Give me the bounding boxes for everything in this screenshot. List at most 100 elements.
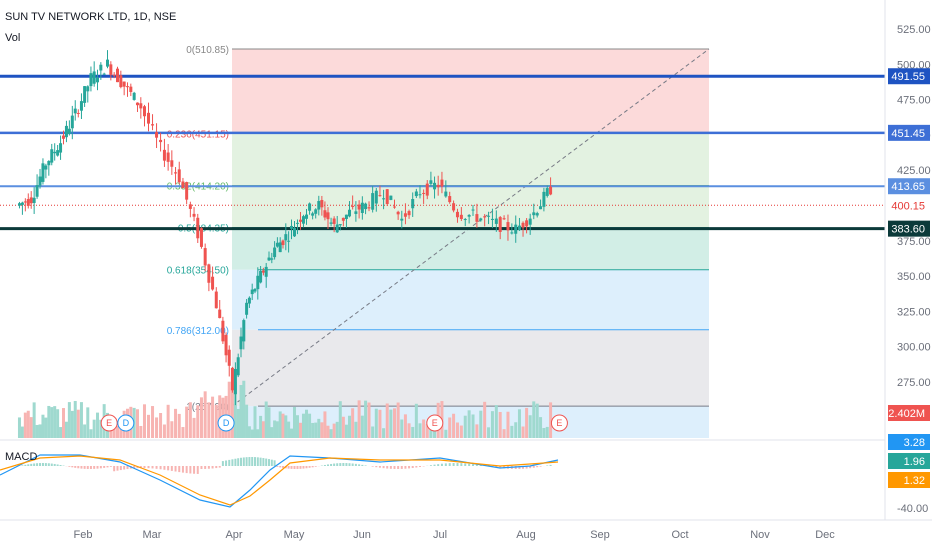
candle-body bbox=[211, 276, 215, 290]
macd-histogram-bar bbox=[293, 466, 296, 469]
macd-histogram-bar bbox=[211, 466, 214, 469]
volume-bar bbox=[308, 413, 312, 438]
volume-bar bbox=[371, 426, 375, 438]
macd-histogram-bar bbox=[522, 466, 525, 469]
macd-histogram-bar bbox=[336, 463, 339, 466]
fib-label: 0.618(354.50) bbox=[167, 266, 229, 277]
candle-body bbox=[17, 203, 21, 206]
candle-body bbox=[135, 102, 139, 106]
volume-bar bbox=[281, 413, 285, 438]
candle-body bbox=[239, 336, 243, 350]
volume-bar bbox=[56, 409, 60, 438]
candle-body bbox=[535, 213, 539, 216]
volume-bar bbox=[147, 414, 151, 438]
volume-bar bbox=[264, 401, 268, 438]
price-level-badge bbox=[888, 220, 930, 237]
macd-histogram-bar bbox=[24, 464, 27, 466]
candle-body bbox=[360, 202, 364, 213]
fib-label: 0(510.85) bbox=[186, 45, 229, 56]
macd-histogram-bar bbox=[354, 463, 357, 466]
price-level-badge bbox=[888, 68, 930, 85]
volume-bar bbox=[270, 427, 274, 438]
price-axis-tick: 325.00 bbox=[897, 306, 931, 318]
volume-bar bbox=[96, 412, 100, 438]
candle-body bbox=[132, 92, 136, 100]
candle-body bbox=[230, 367, 234, 391]
candle-body bbox=[106, 59, 110, 67]
volume-bar bbox=[267, 407, 271, 438]
volume-bar bbox=[539, 417, 543, 438]
volume-bar bbox=[323, 411, 327, 438]
macd-value-badge-text: 1.96 bbox=[904, 456, 925, 468]
candle-body bbox=[459, 214, 463, 219]
volume-bar bbox=[177, 413, 181, 438]
candle-body bbox=[374, 190, 378, 204]
time-axis-tick: Mar bbox=[143, 529, 162, 541]
macd-histogram-bar bbox=[411, 466, 414, 469]
macd-histogram-bar bbox=[518, 466, 521, 469]
candle-body bbox=[502, 218, 506, 220]
candle-body bbox=[341, 217, 345, 221]
volume-bar bbox=[407, 423, 411, 438]
candle-body bbox=[528, 218, 532, 225]
candle-body bbox=[102, 73, 106, 75]
fib-zone bbox=[232, 269, 709, 330]
macd-histogram-bar bbox=[36, 463, 39, 466]
volume-bar bbox=[166, 404, 170, 438]
macd-value-badge-text: 3.28 bbox=[904, 437, 925, 449]
candle-body bbox=[436, 184, 440, 188]
price-level-badge-text: 400.15 bbox=[891, 200, 925, 212]
candle-body bbox=[506, 222, 510, 231]
volume-bar bbox=[483, 401, 487, 438]
candle-body bbox=[139, 103, 143, 109]
candle-body bbox=[545, 188, 549, 196]
candle-body bbox=[155, 132, 159, 138]
candle-body bbox=[151, 124, 155, 126]
candle-body bbox=[494, 218, 498, 224]
volume-bar bbox=[35, 424, 39, 438]
macd-histogram-bar bbox=[218, 466, 221, 468]
macd-histogram-bar bbox=[221, 461, 224, 466]
volume-bar bbox=[155, 417, 159, 438]
volume-bar bbox=[70, 410, 74, 438]
volume-bar bbox=[67, 402, 71, 438]
volume-bar bbox=[298, 422, 302, 438]
macd-histogram-bar bbox=[251, 457, 254, 466]
macd-histogram-bar bbox=[327, 464, 329, 466]
macd-histogram-bar bbox=[225, 460, 228, 466]
macd-histogram-bar bbox=[495, 466, 498, 468]
price-level-badge-text: 491.55 bbox=[891, 71, 925, 83]
volume-bar bbox=[162, 424, 166, 438]
macd-histogram-bar bbox=[440, 463, 443, 466]
macd-histogram-bar bbox=[234, 458, 237, 466]
volume-bar bbox=[506, 411, 510, 438]
candle-body bbox=[455, 211, 459, 218]
macd-histogram-bar bbox=[41, 463, 44, 466]
macd-value-badge-text: 1.32 bbox=[904, 475, 925, 487]
volume-bar bbox=[354, 421, 358, 438]
macd-histogram-bar bbox=[99, 466, 102, 469]
macd-histogram-bar bbox=[189, 466, 192, 474]
macd-histogram-bar bbox=[299, 466, 302, 469]
volume-bar bbox=[261, 421, 265, 438]
volume-bar bbox=[170, 421, 174, 438]
candle-body bbox=[79, 101, 83, 111]
volume-bar bbox=[357, 400, 361, 438]
candle-body bbox=[70, 115, 74, 129]
macd-histogram-bar bbox=[93, 466, 96, 469]
volume-bar bbox=[38, 424, 42, 438]
candle-body bbox=[129, 86, 133, 92]
macd-axis-tick: -40.00 bbox=[897, 503, 928, 515]
volume-bar bbox=[422, 419, 426, 438]
candle-body bbox=[250, 289, 254, 295]
macd-histogram-bar bbox=[270, 459, 273, 466]
volume-bar bbox=[378, 409, 382, 438]
price-axis-tick: 425.00 bbox=[897, 165, 931, 177]
volume-bar bbox=[289, 428, 293, 438]
candle-body bbox=[335, 224, 339, 233]
candle-body bbox=[295, 222, 299, 224]
volume-bar bbox=[452, 413, 456, 438]
time-axis-tick: Oct bbox=[671, 529, 688, 541]
candle-body bbox=[261, 270, 265, 273]
volume-bar bbox=[20, 426, 24, 438]
